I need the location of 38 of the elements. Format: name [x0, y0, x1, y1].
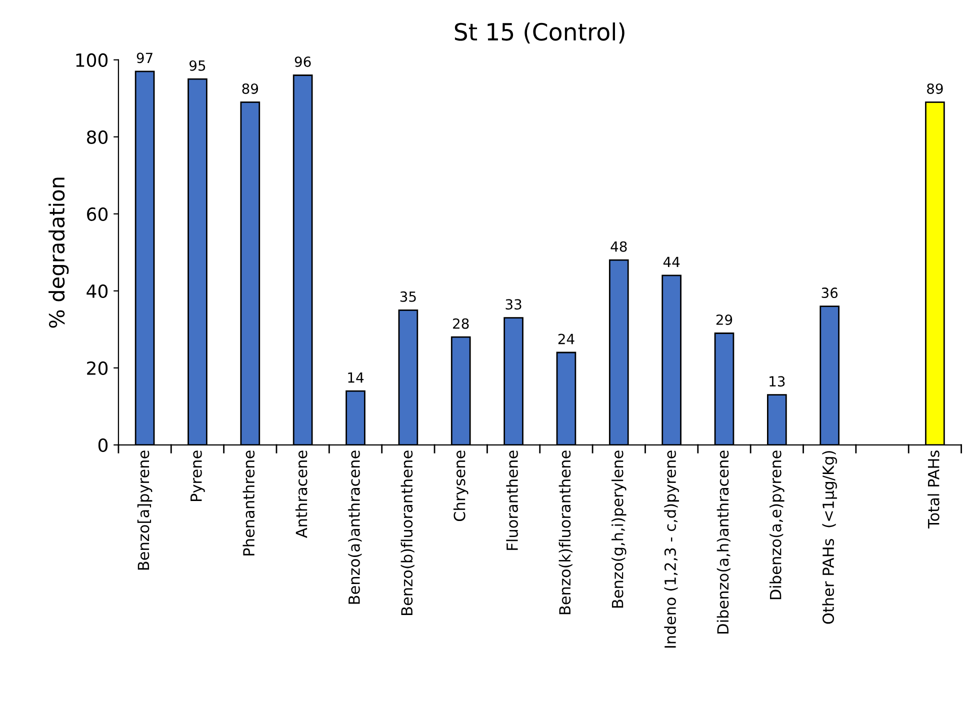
- data-label: 14: [348, 372, 364, 383]
- data-label: 28: [453, 318, 469, 329]
- x-tick-label: Dibenzo(a,e)pyrene: [770, 450, 784, 600]
- y-tick-label: 80: [86, 130, 108, 144]
- data-label: 89: [242, 83, 258, 94]
- x-tick-label: Other PAHs (<1µg/Kg): [822, 451, 837, 624]
- y-tick-label: 20: [87, 361, 108, 376]
- y-tick-label: 0: [98, 438, 108, 452]
- data-label: 48: [610, 241, 627, 252]
- data-label: 44: [663, 256, 680, 268]
- x-tick-label: Benzo(b)fluoranthene: [400, 450, 414, 615]
- x-tick-label: Phenanthrene: [242, 450, 255, 556]
- x-tick-label: Anthracene: [295, 450, 308, 538]
- y-tick-label: 40: [86, 284, 108, 298]
- x-tick-label: Benzo[a]pyrene: [137, 450, 152, 570]
- data-label: 97: [136, 52, 152, 64]
- data-label: 36: [822, 288, 838, 298]
- data-label: 13: [770, 376, 785, 387]
- x-tick-label: Chrysene: [453, 450, 468, 522]
- data-label: 96: [294, 56, 311, 67]
- y-axis-title: % degradation: [48, 178, 69, 328]
- x-tick-label: Indeno (1,2,3 - c,d)pyrene: [664, 450, 679, 648]
- data-label: 33: [506, 299, 522, 310]
- x-tick-label: Benzo(g,h,i)perylene: [612, 450, 626, 608]
- data-label: 24: [558, 334, 574, 344]
- data-label: 95: [190, 60, 206, 71]
- data-label: 89: [927, 83, 943, 94]
- x-tick-label: Benzo(a)anthracene: [348, 450, 362, 604]
- x-tick-label: Fluoranthene: [506, 450, 518, 550]
- x-tick-label: Total PAHs: [928, 450, 940, 529]
- x-tick-label: Dibenzo(a,h)anthracene: [716, 450, 730, 634]
- y-tick-label: 60: [87, 207, 108, 221]
- x-tick-label: Benzo(k)fluoranthene: [558, 450, 572, 614]
- data-label: 35: [400, 291, 416, 302]
- y-tick-label: 100: [76, 53, 108, 67]
- x-tick-label: Pyrene: [190, 450, 205, 501]
- data-label: 29: [716, 314, 732, 326]
- chart-title: St 15 (Control): [454, 22, 624, 44]
